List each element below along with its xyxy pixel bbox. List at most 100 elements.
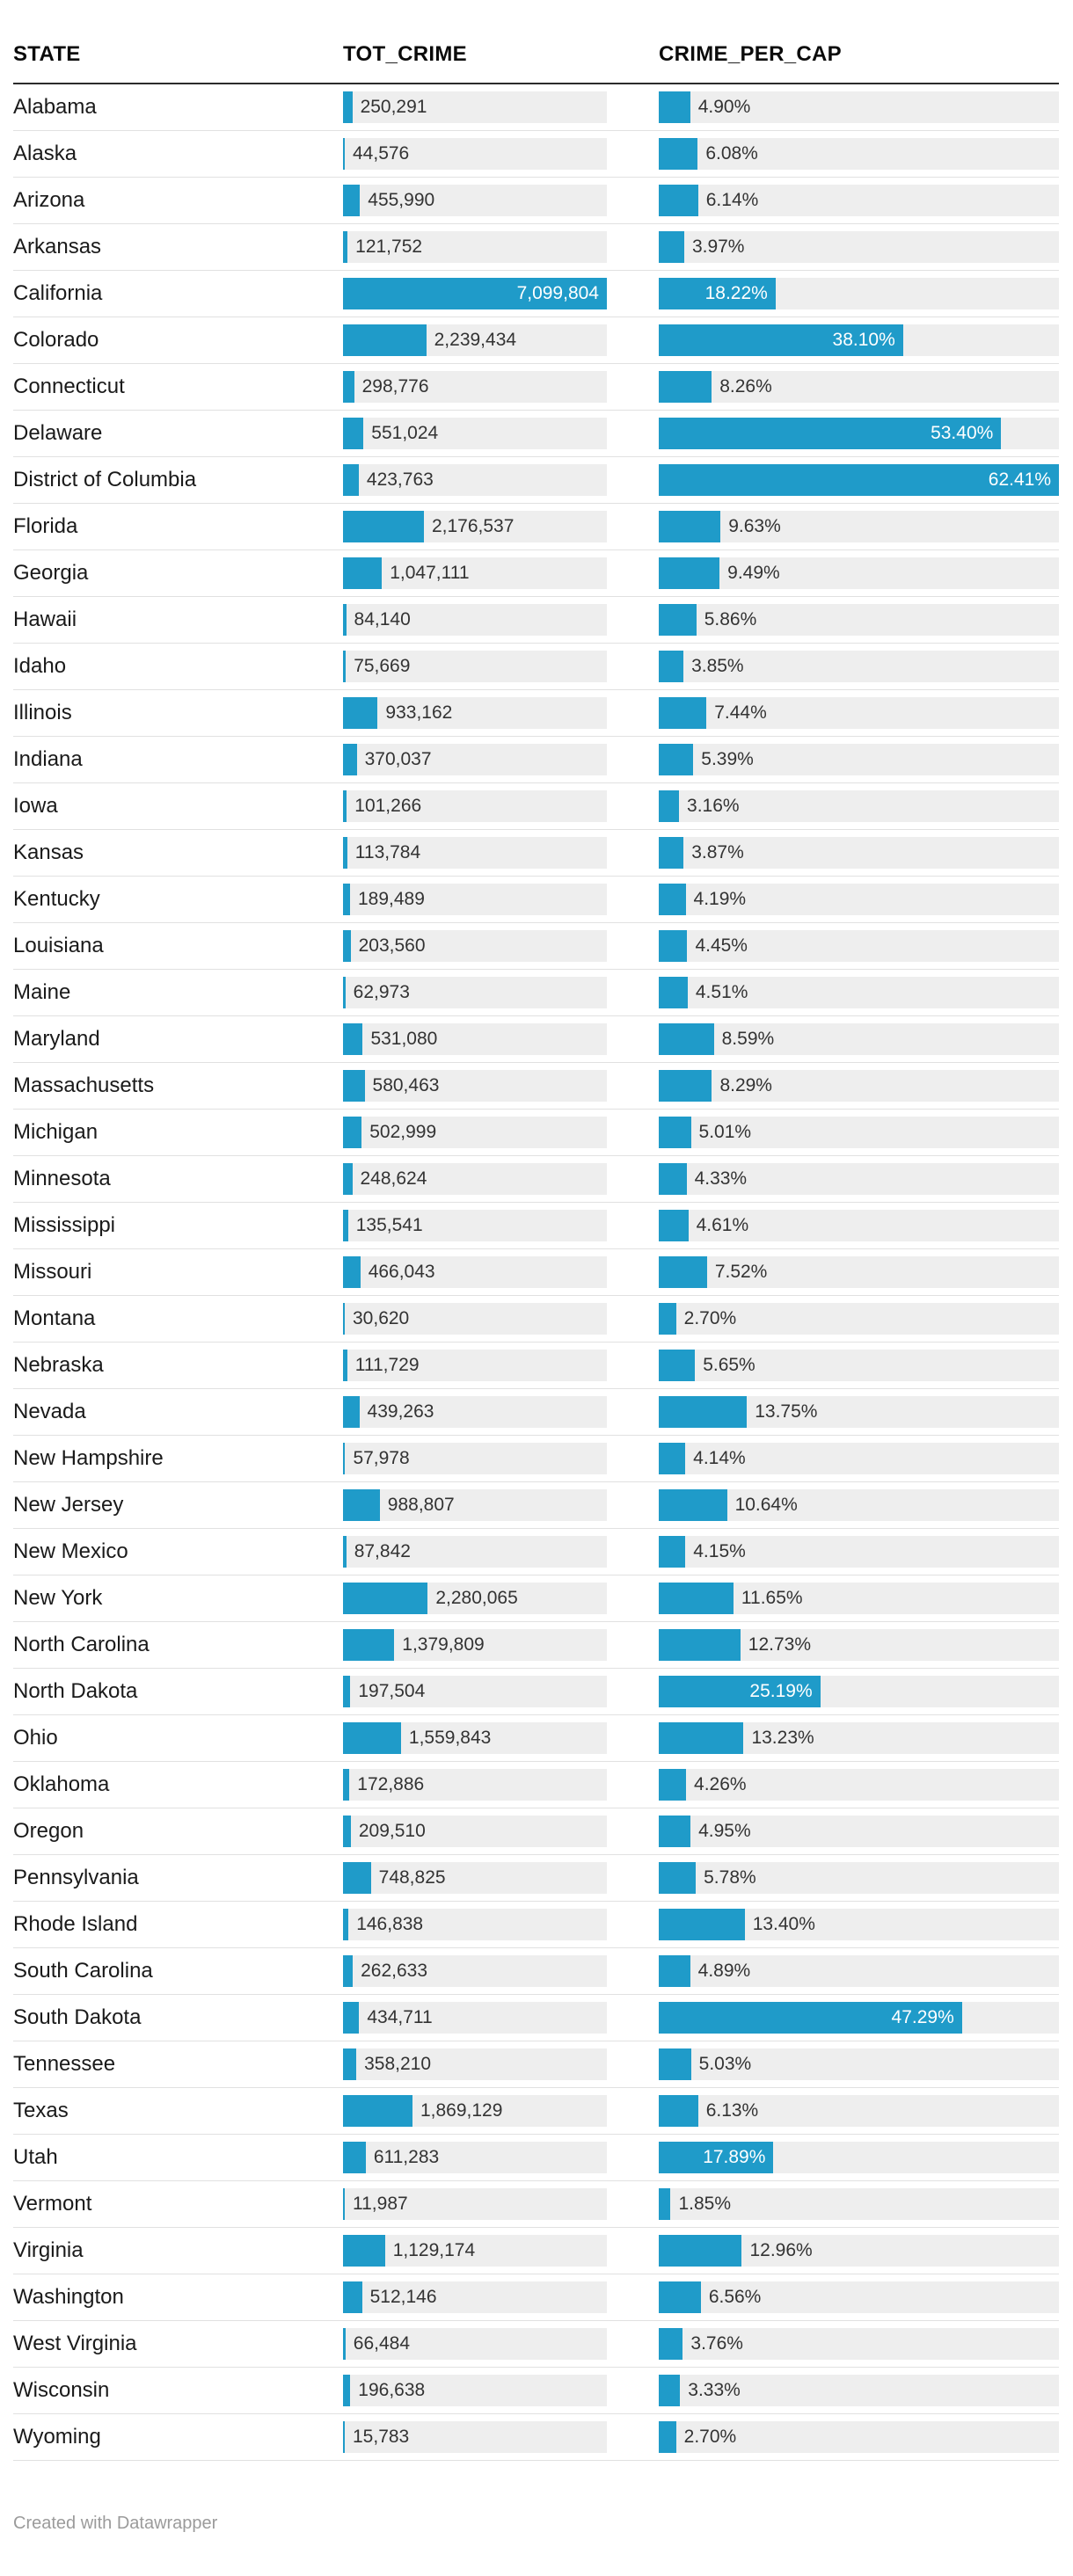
crime-per-cap-bar: 4.61% bbox=[659, 1210, 748, 1241]
tot-crime-bar-track: 370,037 bbox=[343, 744, 607, 775]
crime-per-cap-cell: 4.61% bbox=[659, 1210, 1059, 1241]
tot-crime-bar-track: 2,176,537 bbox=[343, 511, 607, 542]
tot-crime-value: 30,620 bbox=[353, 1308, 410, 1328]
state-label: Illinois bbox=[13, 701, 72, 724]
crime-per-cap-bar-track: 4.19% bbox=[659, 884, 1059, 915]
state-label: Colorado bbox=[13, 328, 99, 352]
table-header: STATE TOT_CRIME CRIME_PER_CAP bbox=[13, 0, 1059, 84]
tot-crime-bar-track: 7,099,804 bbox=[343, 278, 607, 309]
crime-per-cap-bar: 1.85% bbox=[659, 2188, 731, 2220]
crime-per-cap-bar-track: 3.87% bbox=[659, 837, 1059, 869]
tot-crime-bar: 101,266 bbox=[343, 790, 421, 822]
tot-crime-bar: 531,080 bbox=[343, 1023, 437, 1055]
crime-per-cap-value: 7.52% bbox=[714, 1262, 768, 1282]
crime-per-cap-bar: 4.33% bbox=[659, 1163, 747, 1195]
crime-per-cap-cell: 3.76% bbox=[659, 2328, 1059, 2360]
crime-per-cap-bar-track: 13.75% bbox=[659, 1396, 1059, 1428]
tot-crime-cell: 580,463 bbox=[343, 1070, 659, 1102]
crime-per-cap-bar: 8.29% bbox=[659, 1070, 772, 1102]
crime-per-cap-bar: 3.76% bbox=[659, 2328, 743, 2360]
tot-crime-bar: 2,176,537 bbox=[343, 511, 514, 542]
tot-crime-cell: 551,024 bbox=[343, 418, 659, 449]
tot-crime-value: 15,783 bbox=[353, 2427, 410, 2447]
table-row: Kansas 113,784 3.87% bbox=[13, 830, 1059, 877]
crime-per-cap-bar-track: 6.13% bbox=[659, 2095, 1059, 2127]
tot-crime-bar-track: 512,146 bbox=[343, 2281, 607, 2313]
tot-crime-cell: 423,763 bbox=[343, 464, 659, 496]
crime-per-cap-bar-track: 4.95% bbox=[659, 1816, 1059, 1847]
tot-crime-bar: 466,043 bbox=[343, 1256, 435, 1288]
tot-crime-bar: 66,484 bbox=[343, 2328, 410, 2360]
crime-per-cap-value: 18.22% bbox=[704, 283, 768, 303]
table-row: Mississippi 135,541 4.61% bbox=[13, 1203, 1059, 1249]
tot-crime-value: 113,784 bbox=[354, 842, 421, 862]
crime-per-cap-value: 3.97% bbox=[691, 236, 745, 257]
tot-crime-bar: 580,463 bbox=[343, 1070, 439, 1102]
state-label: Maryland bbox=[13, 1027, 100, 1051]
table-row: Texas 1,869,129 6.13% bbox=[13, 2088, 1059, 2135]
tot-crime-bar: 44,576 bbox=[343, 138, 409, 170]
tot-crime-cell: 66,484 bbox=[343, 2328, 659, 2360]
state-label: Indiana bbox=[13, 747, 83, 771]
crime-per-cap-value: 4.90% bbox=[697, 97, 751, 117]
crime-per-cap-bar: 13.23% bbox=[659, 1722, 814, 1754]
crime-per-cap-value: 4.61% bbox=[696, 1215, 749, 1235]
crime-per-cap-cell: 53.40% bbox=[659, 418, 1059, 449]
crime-per-cap-value: 4.15% bbox=[693, 1541, 746, 1561]
tot-crime-bar: 262,633 bbox=[343, 1955, 427, 1987]
tot-crime-bar-track: 172,886 bbox=[343, 1769, 607, 1801]
tot-crime-value: 988,807 bbox=[387, 1495, 455, 1515]
crime-per-cap-cell: 5.78% bbox=[659, 1862, 1059, 1894]
tot-crime-value: 62,973 bbox=[353, 982, 410, 1002]
table-row: New Hampshire 57,978 4.14% bbox=[13, 1436, 1059, 1482]
crime-per-cap-cell: 4.19% bbox=[659, 884, 1059, 915]
tot-crime-cell: 2,176,537 bbox=[343, 511, 659, 542]
crime-per-cap-bar-track: 4.14% bbox=[659, 1443, 1059, 1474]
tot-crime-bar: 455,990 bbox=[343, 185, 434, 216]
tot-crime-bar: 1,047,111 bbox=[343, 557, 470, 589]
tot-crime-cell: 439,263 bbox=[343, 1396, 659, 1428]
crime-per-cap-cell: 17.89% bbox=[659, 2142, 1059, 2173]
state-label: Delaware bbox=[13, 421, 103, 445]
table-row: Colorado 2,239,434 38.10% bbox=[13, 317, 1059, 364]
crime-per-cap-cell: 4.90% bbox=[659, 91, 1059, 123]
state-label: South Carolina bbox=[13, 1959, 153, 1983]
crime-per-cap-bar: 18.22% bbox=[659, 278, 776, 309]
tot-crime-value: 203,560 bbox=[358, 935, 426, 956]
crime-per-cap-cell: 7.44% bbox=[659, 697, 1059, 729]
table-row: Wisconsin 196,638 3.33% bbox=[13, 2368, 1059, 2414]
crime-per-cap-bar-track: 5.03% bbox=[659, 2048, 1059, 2080]
state-label: Utah bbox=[13, 2145, 58, 2169]
crime-per-cap-bar: 53.40% bbox=[659, 418, 1002, 449]
crime-per-cap-value: 17.89% bbox=[703, 2147, 766, 2167]
tot-crime-bar-track: 439,263 bbox=[343, 1396, 607, 1428]
crime-per-cap-cell: 3.85% bbox=[659, 651, 1059, 682]
tot-crime-value: 146,838 bbox=[356, 1914, 424, 1934]
tot-crime-cell: 512,146 bbox=[343, 2281, 659, 2313]
tot-crime-value: 1,047,111 bbox=[390, 563, 470, 583]
state-label: Massachusetts bbox=[13, 1073, 155, 1097]
tot-crime-value: 197,504 bbox=[358, 1681, 426, 1701]
crime-per-cap-value: 13.40% bbox=[752, 1914, 815, 1934]
table-row: Montana 30,620 2.70% bbox=[13, 1296, 1059, 1343]
tot-crime-bar-track: 146,838 bbox=[343, 1909, 607, 1940]
tot-crime-bar: 298,776 bbox=[343, 371, 429, 403]
crime-per-cap-cell: 4.51% bbox=[659, 977, 1059, 1008]
datawrapper-credit[interactable]: Created with Datawrapper bbox=[13, 2514, 218, 2533]
tot-crime-value: 7,099,804 bbox=[516, 283, 599, 303]
tot-crime-bar-track: 111,729 bbox=[343, 1350, 607, 1381]
tot-crime-bar-track: 84,140 bbox=[343, 604, 607, 636]
state-label: Rhode Island bbox=[13, 1912, 138, 1936]
tot-crime-bar: 11,987 bbox=[343, 2188, 408, 2220]
crime-per-cap-bar: 2.70% bbox=[659, 2421, 736, 2453]
crime-per-cap-cell: 4.33% bbox=[659, 1163, 1059, 1195]
column-header-tot-crime: TOT_CRIME bbox=[343, 42, 467, 66]
crime-per-cap-cell: 62.41% bbox=[659, 464, 1059, 496]
tot-crime-bar: 988,807 bbox=[343, 1489, 455, 1521]
crime-per-cap-value: 4.89% bbox=[697, 1961, 751, 1981]
crime-per-cap-value: 11.65% bbox=[741, 1588, 803, 1608]
tot-crime-bar: 248,624 bbox=[343, 1163, 427, 1195]
state-label: North Dakota bbox=[13, 1679, 138, 1703]
tot-crime-cell: 57,978 bbox=[343, 1443, 659, 1474]
tot-crime-bar: 172,886 bbox=[343, 1769, 424, 1801]
